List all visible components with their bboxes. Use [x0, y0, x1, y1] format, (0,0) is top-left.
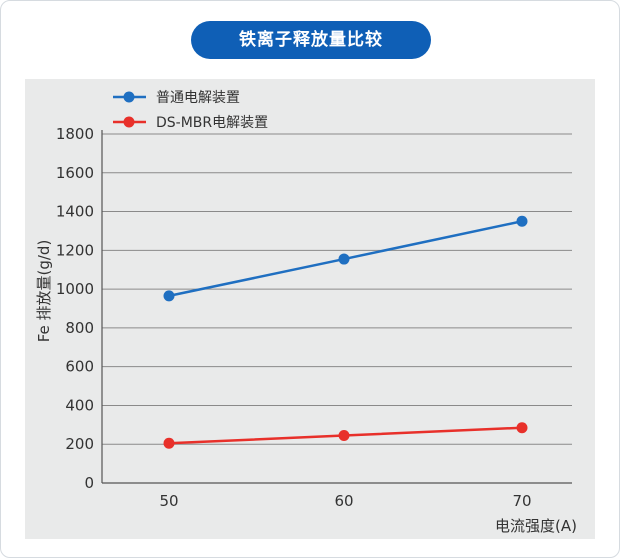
y-tick-label-1800: 1800 — [56, 125, 94, 143]
legend: 普通电解装置 DS-MBR电解装置 — [113, 90, 268, 131]
legend-marker-1 — [123, 91, 135, 103]
x-tick-label-50: 50 — [159, 492, 178, 510]
grid-lines — [102, 133, 572, 445]
y-tick-label-1600: 1600 — [56, 164, 94, 182]
y-tick-label-0: 0 — [84, 474, 94, 492]
plot-background — [25, 79, 595, 539]
data-point-s1-x70 — [516, 215, 528, 227]
data-point-s2-x60 — [338, 429, 350, 441]
y-tick-label-400: 400 — [65, 396, 94, 414]
x-tick-label-70: 70 — [512, 492, 531, 510]
x-tick-label-60: 60 — [334, 492, 353, 510]
y-tick-label-800: 800 — [65, 319, 94, 337]
y-tick-label-1200: 1200 — [56, 241, 94, 259]
data-point-s2-x50 — [163, 437, 175, 449]
x-axis-label: 电流强度(A) — [495, 517, 577, 535]
data-point-s2-x70 — [516, 422, 528, 434]
y-tick-label-600: 600 — [65, 358, 94, 376]
chart-title: 铁离子释放量比较 — [191, 21, 431, 59]
y-tick-label-1400: 1400 — [56, 203, 94, 221]
y-tick-label-200: 200 — [65, 435, 94, 453]
series-group — [163, 215, 528, 449]
axes — [101, 130, 572, 484]
x-tick-labels: 50 60 70 — [159, 492, 531, 510]
legend-label-1: 普通电解装置 — [156, 90, 240, 106]
y-tick-label-1000: 1000 — [56, 280, 94, 298]
data-point-s1-x50 — [163, 290, 175, 302]
legend-label-2: DS-MBR电解装置 — [156, 115, 268, 131]
legend-marker-2 — [123, 116, 135, 128]
y-tick-labels: 0 200 400 600 800 1000 1200 1400 1600 1800 — [56, 125, 94, 492]
data-point-s1-x60 — [338, 253, 350, 265]
y-axis-label: Fe 排放量(g/d) — [35, 240, 53, 343]
